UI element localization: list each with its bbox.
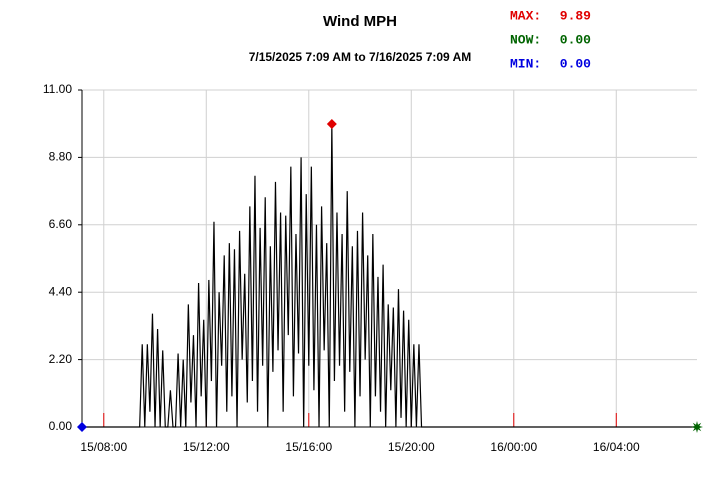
x-tick-label: 16/00:00	[490, 440, 537, 454]
y-tick-label: 8.80	[49, 150, 73, 164]
chart-subtitle: 7/15/2025 7:09 AM to 7/16/2025 7:09 AM	[249, 50, 472, 64]
annotation-marker	[326, 119, 337, 130]
chart-title: Wind MPH	[323, 13, 397, 30]
x-tick-label: 16/04:00	[593, 440, 640, 454]
readout-value: 9.89	[560, 8, 591, 23]
y-tick-label: 4.40	[49, 284, 73, 298]
readout-label: NOW:	[510, 32, 541, 47]
x-tick-label: 15/16:00	[285, 440, 332, 454]
annotation-marker	[691, 421, 703, 433]
annotation-marker	[77, 422, 87, 432]
x-tick-label: 15/20:00	[388, 440, 435, 454]
y-tick-label: 2.20	[49, 352, 73, 366]
y-tick-label: 0.00	[49, 419, 73, 433]
y-tick-label: 6.60	[49, 217, 73, 231]
y-tick-label: 11.00	[43, 82, 72, 96]
readout-value: 0.00	[560, 56, 591, 71]
data-line	[82, 124, 697, 428]
readout-value: 0.00	[560, 32, 591, 47]
x-tick-label: 15/08:00	[80, 440, 127, 454]
readout-label: MAX:	[510, 8, 541, 23]
readout-label: MIN:	[510, 56, 541, 71]
x-tick-label: 15/12:00	[183, 440, 230, 454]
